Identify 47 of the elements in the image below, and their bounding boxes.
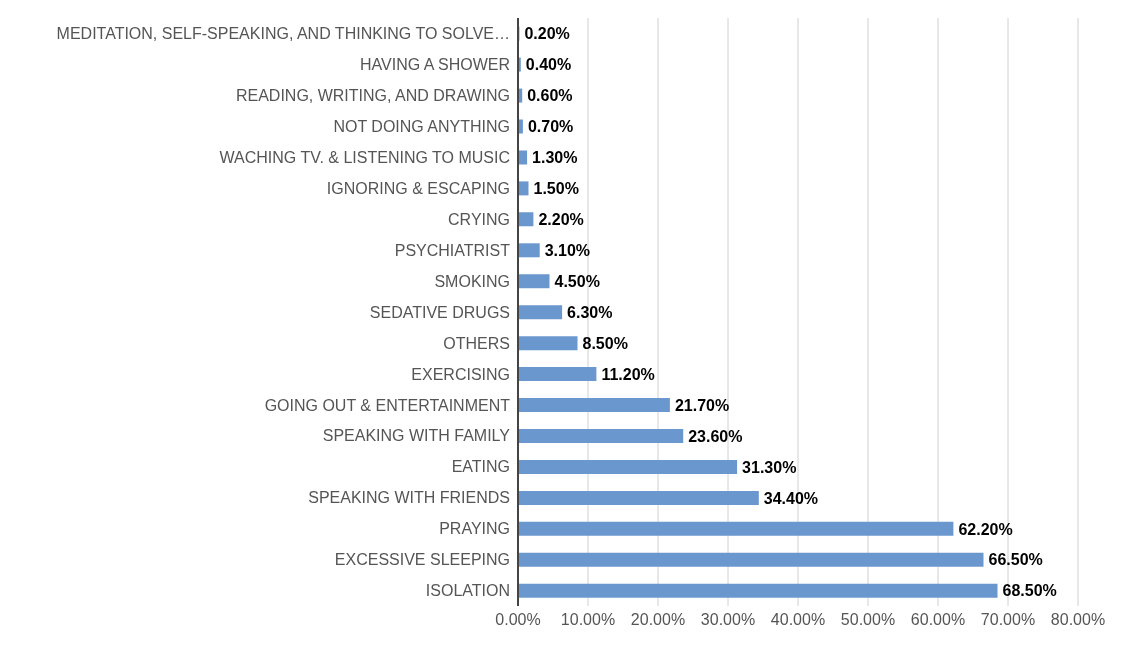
data-label: 4.50% (554, 272, 600, 290)
data-label: 62.20% (958, 520, 1013, 538)
y-tick-label: EATING (451, 458, 510, 476)
x-tick-label: 30.00% (700, 611, 756, 629)
data-label: 0.20% (524, 25, 570, 43)
y-tick-label: PSYCHIATRIST (394, 241, 511, 259)
y-tick-label: IGNORING & ESCAPING (326, 179, 510, 197)
data-label: 21.70% (674, 396, 730, 414)
y-tick-label: PRAYING (439, 520, 510, 538)
y-tick-label: ISOLATION (425, 582, 510, 600)
data-label: 8.50% (582, 334, 628, 352)
y-tick-label: HAVING A SHOWER (360, 56, 510, 74)
x-tick-label: 60.00% (910, 611, 966, 629)
data-label: 66.50% (988, 551, 1043, 569)
y-tick-label: GOING OUT & ENTERTAINMENT (264, 396, 511, 414)
x-tick-label: 20.00% (630, 611, 686, 629)
y-tick-label: CRYING (448, 210, 510, 228)
y-tick-label: MEDITATION, SELF-SPEAKING, AND THINKING TO SOLVE… (56, 25, 510, 43)
data-label: 68.50% (1002, 582, 1057, 600)
data-label: 31.30% (742, 458, 797, 476)
data-label: 34.40% (763, 489, 819, 507)
x-tick-label: 70.00% (980, 611, 1036, 629)
y-tick-label: READING, WRITING, AND DRAWING (235, 87, 510, 105)
y-tick-label: SPEAKING WITH FAMILY (322, 427, 511, 445)
y-tick-label: SPEAKING WITH FRIENDS (308, 489, 510, 507)
x-tick-label: 0.00% (495, 611, 541, 629)
data-label: 11.20% (601, 365, 655, 383)
y-tick-label: OTHERS (443, 334, 510, 352)
data-label: 0.40% (525, 56, 572, 74)
x-tick-label: 80.00% (1050, 611, 1106, 629)
x-tick-label: 50.00% (840, 611, 896, 629)
data-label: 2.20% (538, 211, 584, 229)
x-tick-label: 40.00% (770, 611, 826, 629)
x-tick-label: 10.00% (560, 611, 616, 629)
y-tick-label: EXERCISING (411, 365, 510, 383)
data-label: 3.10% (544, 241, 591, 259)
data-label: 0.60% (527, 87, 573, 105)
y-tick-label: SMOKING (434, 272, 510, 290)
data-label: 0.70% (527, 118, 574, 136)
y-tick-label: SEDATIVE DRUGS (369, 303, 510, 321)
y-tick-label: NOT DOING ANYTHING (333, 118, 510, 135)
data-label: 1.50% (533, 180, 579, 198)
y-tick-label: WACHING TV. & LISTENING TO MUSIC (219, 148, 510, 166)
data-label: 6.30% (567, 303, 613, 321)
y-tick-label: EXCESSIVE SLEEPING (334, 551, 510, 569)
data-label: 23.60% (688, 427, 743, 445)
data-label: 1.30% (532, 149, 578, 167)
